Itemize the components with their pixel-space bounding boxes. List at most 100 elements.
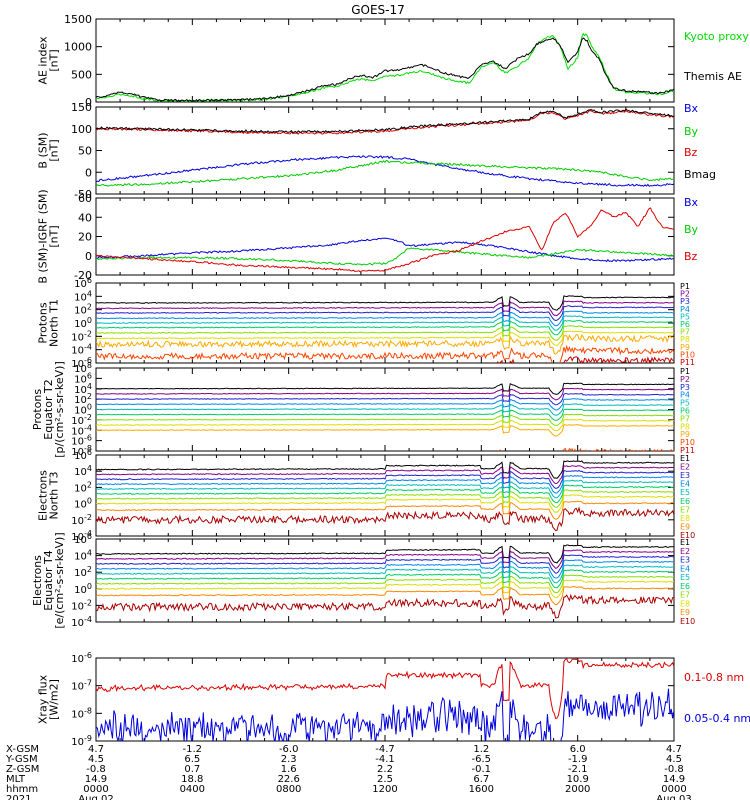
legend-label: P7 bbox=[680, 328, 690, 337]
plot-area bbox=[96, 295, 674, 363]
legend-label: E1 bbox=[680, 538, 690, 547]
y-axis-label: B (SM)-IGRF (SM) bbox=[37, 189, 50, 283]
series-line-p10 bbox=[96, 344, 674, 363]
orbit-value: 2000 bbox=[565, 784, 590, 795]
y-tick-label: 100 bbox=[74, 403, 92, 417]
y-tick-label: 104 bbox=[74, 549, 92, 563]
y-tick-label: 10-6 bbox=[71, 434, 92, 448]
orbit-value: 4.5 bbox=[88, 754, 104, 765]
orbit-value: 1200 bbox=[372, 784, 397, 795]
series-line-e10 bbox=[96, 506, 674, 532]
series-line-e7 bbox=[96, 489, 674, 509]
legend-label: E10 bbox=[680, 617, 695, 626]
orbit-value: 4.7 bbox=[88, 744, 104, 755]
orbit-value: 1.6 bbox=[281, 764, 297, 775]
orbit-value: -4.7 bbox=[375, 744, 395, 755]
y-axis-label: Xray flux bbox=[37, 674, 50, 724]
orbit-value: 4.5 bbox=[666, 754, 682, 765]
orbit-value: 18.8 bbox=[181, 774, 203, 785]
series-line-e6 bbox=[96, 569, 674, 589]
panel-8: 10-9 10-8 10-7 10-6 Xray flux[W/m2] 0.1-0.8 n… bbox=[37, 651, 750, 748]
orbit-table: X-GSMY-GSMZ-GSMMLThhmm20214.74.5-0.814.9… bbox=[5, 744, 692, 800]
y-tick-label: 150 bbox=[71, 101, 92, 114]
series-line-p4 bbox=[96, 310, 674, 327]
y-tick-label: 100 bbox=[74, 582, 92, 596]
series-line-bx bbox=[96, 237, 674, 263]
series-line-e9 bbox=[96, 586, 674, 606]
y-axis-label: Equator T2 bbox=[42, 379, 55, 439]
series-line-themis-ae bbox=[96, 37, 674, 102]
legend-label: P3 bbox=[680, 383, 690, 392]
y-axis-label: [nT] bbox=[48, 49, 61, 71]
y-tick-label: 100 bbox=[74, 316, 92, 330]
orbit-row-label: X-GSM bbox=[6, 744, 39, 755]
y-tick-label: 20 bbox=[78, 231, 92, 244]
orbit-value: 2.2 bbox=[377, 764, 393, 775]
legend-label: P9 bbox=[680, 343, 690, 352]
y-tick-label: 10-4 bbox=[71, 343, 92, 357]
y-axis-label: [p/(cm²-s-sr-keV)] bbox=[53, 361, 66, 458]
panel-2: -50 0 50 100 150 B (SM)[nT] Bx By Bz Bmag bbox=[37, 101, 717, 201]
series-line-p5 bbox=[96, 403, 674, 416]
orbit-value: -0.1 bbox=[472, 764, 492, 775]
orbit-value: 0.7 bbox=[184, 764, 200, 775]
series-line-p1 bbox=[96, 295, 674, 311]
series-line-p4 bbox=[96, 398, 674, 411]
y-tick-label: 102 bbox=[74, 303, 92, 317]
series-line-e2 bbox=[96, 465, 674, 485]
y-axis-label: AE index bbox=[37, 36, 50, 85]
y-tick-label: 104 bbox=[74, 382, 92, 396]
legend-label: P5 bbox=[680, 399, 690, 408]
legend-label: E9 bbox=[680, 608, 690, 617]
legend-label: P11 bbox=[680, 358, 695, 367]
orbit-value: 6.7 bbox=[473, 774, 489, 785]
legend-label: P9 bbox=[680, 430, 690, 439]
y-tick-label: 108 bbox=[74, 361, 92, 375]
orbit-value: -0.8 bbox=[664, 764, 684, 775]
y-tick-label: 10-7 bbox=[71, 679, 92, 693]
orbit-value: -1.2 bbox=[183, 744, 203, 755]
series-line-e3 bbox=[96, 554, 674, 574]
series-line-p2 bbox=[96, 300, 674, 317]
legend-label: E5 bbox=[680, 573, 690, 582]
y-tick-label: 10-9 bbox=[71, 734, 92, 748]
orbit-value: Aug 03 bbox=[656, 794, 691, 800]
series-line-p3 bbox=[96, 392, 674, 406]
legend-label: Themis AE bbox=[683, 70, 742, 83]
y-tick-label: 0 bbox=[85, 250, 92, 263]
orbit-row-label: hhmm bbox=[6, 784, 38, 795]
y-tick-label: 40 bbox=[78, 211, 92, 224]
y-tick-label: 104 bbox=[74, 289, 92, 303]
plot-area bbox=[96, 544, 674, 619]
y-tick-label: 10-8 bbox=[71, 444, 92, 458]
plot-area bbox=[96, 32, 674, 102]
series-line-by bbox=[96, 159, 674, 187]
y-tick-label: 10-2 bbox=[71, 598, 92, 612]
legend-label: E9 bbox=[680, 522, 690, 531]
orbit-row-label: Z-GSM bbox=[6, 764, 39, 775]
y-tick-label: 104 bbox=[74, 464, 92, 478]
series-line-e5 bbox=[96, 564, 674, 584]
figure-title: GOES-17 bbox=[351, 3, 405, 17]
y-tick-label: 102 bbox=[74, 480, 92, 494]
orbit-value: -0.8 bbox=[86, 764, 106, 775]
series-line-p2 bbox=[96, 387, 674, 401]
y-tick-label: 10-6 bbox=[71, 356, 92, 370]
legend-label: Bmag bbox=[684, 168, 716, 181]
legend-label: Bx bbox=[684, 196, 699, 209]
legend-label: 0.1-0.8 nm bbox=[684, 671, 744, 684]
legend-label: E3 bbox=[680, 471, 690, 480]
series-line-e1 bbox=[96, 460, 674, 479]
series-line-e8 bbox=[96, 494, 674, 513]
orbit-value: 6.0 bbox=[570, 744, 586, 755]
orbit-value: 14.9 bbox=[85, 774, 107, 785]
y-axis-label: Electrons bbox=[31, 555, 44, 606]
orbit-value: 2.3 bbox=[281, 754, 297, 765]
series-line-kyoto-proxy-ae bbox=[96, 32, 674, 102]
legend-label: E8 bbox=[680, 514, 690, 523]
